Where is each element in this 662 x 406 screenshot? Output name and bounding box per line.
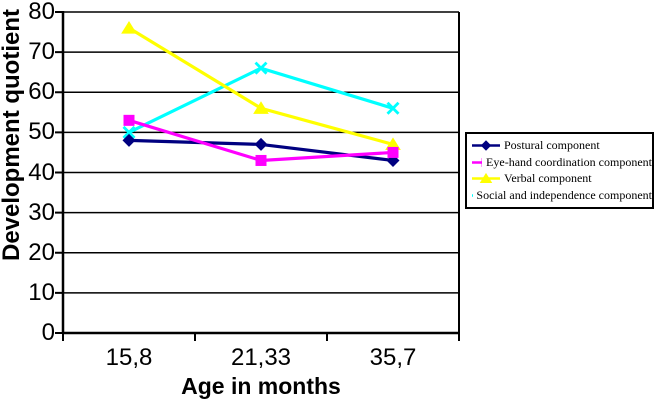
y-tick-label: 80 <box>28 0 55 25</box>
series-line <box>128 26 394 146</box>
series-marker-x <box>386 101 400 115</box>
series-marker-square <box>387 146 399 158</box>
series-marker-triangle <box>121 21 137 34</box>
series-triangle <box>121 21 401 151</box>
series-marker-triangle <box>253 101 269 114</box>
series-marker-square <box>255 154 267 166</box>
legend-marker-diamond-icon <box>472 140 500 151</box>
y-tick-label: 0 <box>41 319 55 346</box>
legend-marker-triangle-icon <box>472 173 500 184</box>
series-square <box>123 114 399 166</box>
y-tick-label: 10 <box>28 278 55 306</box>
series-marker-diamond <box>122 133 136 147</box>
legend: Postural component Eye-hand coordination … <box>465 132 654 209</box>
series-marker-square <box>123 114 135 126</box>
series-line <box>128 66 394 134</box>
x-tick-label: 21,33 <box>230 344 292 371</box>
legend-item: Social and independence component <box>472 189 652 202</box>
legend-item: Verbal component <box>472 172 652 185</box>
series-marker-diamond <box>480 140 492 151</box>
series-marker-x <box>122 125 136 139</box>
legend-marker-square-icon <box>472 157 483 167</box>
series-x <box>122 61 400 139</box>
y-tick-label: 50 <box>28 118 55 146</box>
y-tick-label: 70 <box>28 38 55 66</box>
series-marker-x <box>254 61 268 75</box>
legend-item: Eye-hand coordination component <box>472 154 652 169</box>
x-tick-label: 35,7 <box>369 344 417 371</box>
y-tick-label: 20 <box>28 238 55 266</box>
x-tick-label: 15,8 <box>105 344 153 371</box>
y-tick-label: 40 <box>28 158 55 186</box>
legend-item-label: Social and independence component <box>476 188 652 203</box>
legend-item-label: Verbal component <box>504 171 592 186</box>
series-marker-triangle <box>479 173 493 184</box>
y-tick-label: 30 <box>28 198 55 226</box>
legend-item-label: Eye-hand coordination component <box>486 154 652 169</box>
x-axis-title: Age in months <box>181 373 341 399</box>
series-marker-triangle <box>385 137 401 151</box>
legend-item-label: Postural component <box>504 137 600 152</box>
series-marker-diamond <box>254 137 268 151</box>
y-tick-label: 60 <box>28 78 55 106</box>
legend-item: Postural component <box>472 137 652 152</box>
